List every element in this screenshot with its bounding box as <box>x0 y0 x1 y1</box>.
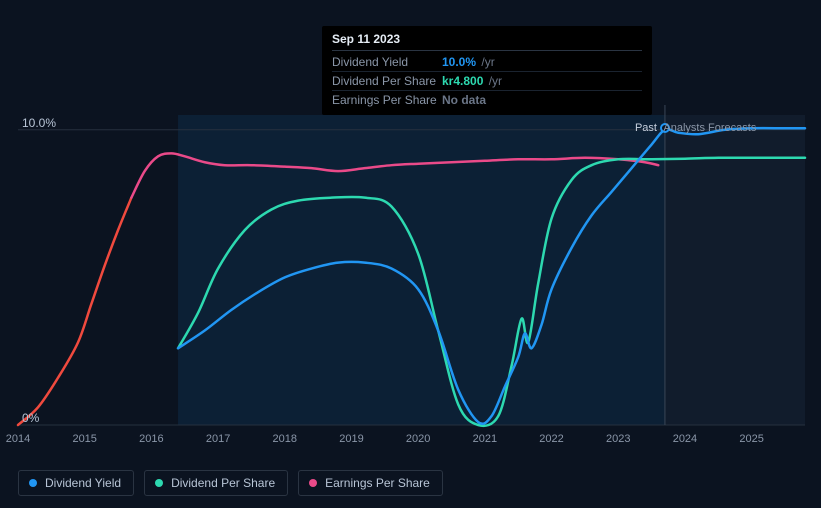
tooltip-row: Dividend Per Sharekr4.800 /yr <box>332 72 642 91</box>
tooltip-row: Dividend Yield10.0% /yr <box>332 53 642 72</box>
y-tick-label: 0% <box>22 411 39 425</box>
x-tick-label: 2020 <box>406 433 430 445</box>
x-tick-label: 2025 <box>739 433 763 445</box>
legend-label: Earnings Per Share <box>325 476 430 490</box>
tooltip-row-value: No data <box>442 91 642 110</box>
tooltip-row-value: 10.0% /yr <box>442 53 642 72</box>
tooltip-row-label: Dividend Per Share <box>332 72 442 91</box>
forecast-label: Analysts Forecasts <box>663 122 756 134</box>
tooltip: Sep 11 2023 Dividend Yield10.0% /yrDivid… <box>322 26 652 115</box>
legend-item-earnings-per-share[interactable]: Earnings Per Share <box>298 470 443 496</box>
x-tick-label: 2022 <box>539 433 563 445</box>
tooltip-row-label: Dividend Yield <box>332 53 442 72</box>
tooltip-row-label: Earnings Per Share <box>332 91 442 110</box>
x-tick-label: 2015 <box>72 433 96 445</box>
legend-swatch <box>155 479 163 487</box>
tooltip-row-value: kr4.800 /yr <box>442 72 642 91</box>
x-tick-label: 2016 <box>139 433 163 445</box>
x-tick-label: 2017 <box>206 433 230 445</box>
legend-label: Dividend Per Share <box>171 476 275 490</box>
x-tick-label: 2023 <box>606 433 630 445</box>
x-tick-label: 2014 <box>6 433 30 445</box>
tooltip-row: Earnings Per ShareNo data <box>332 91 642 110</box>
tooltip-table: Dividend Yield10.0% /yrDividend Per Shar… <box>332 53 642 109</box>
x-tick-label: 2019 <box>339 433 363 445</box>
legend-item-dividend-per-share[interactable]: Dividend Per Share <box>144 470 288 496</box>
chart-container: 0% 10.0% 2014 2015 2016 2017 2018 2019 2020 2021… <box>0 10 821 450</box>
x-tick-label: 2021 <box>473 433 497 445</box>
legend-label: Dividend Yield <box>45 476 121 490</box>
legend: Dividend Yield Dividend Per Share Earnings… <box>18 470 443 496</box>
legend-swatch <box>309 479 317 487</box>
x-tick-label: 2024 <box>673 433 697 445</box>
legend-item-dividend-yield[interactable]: Dividend Yield <box>18 470 134 496</box>
x-tick-label: 2018 <box>273 433 297 445</box>
forecast-divider-label: Past Analysts Forecasts <box>635 122 756 134</box>
past-label: Past <box>635 122 657 134</box>
tooltip-title: Sep 11 2023 <box>332 32 642 51</box>
y-tick-label: 10.0% <box>22 116 56 130</box>
legend-swatch <box>29 479 37 487</box>
